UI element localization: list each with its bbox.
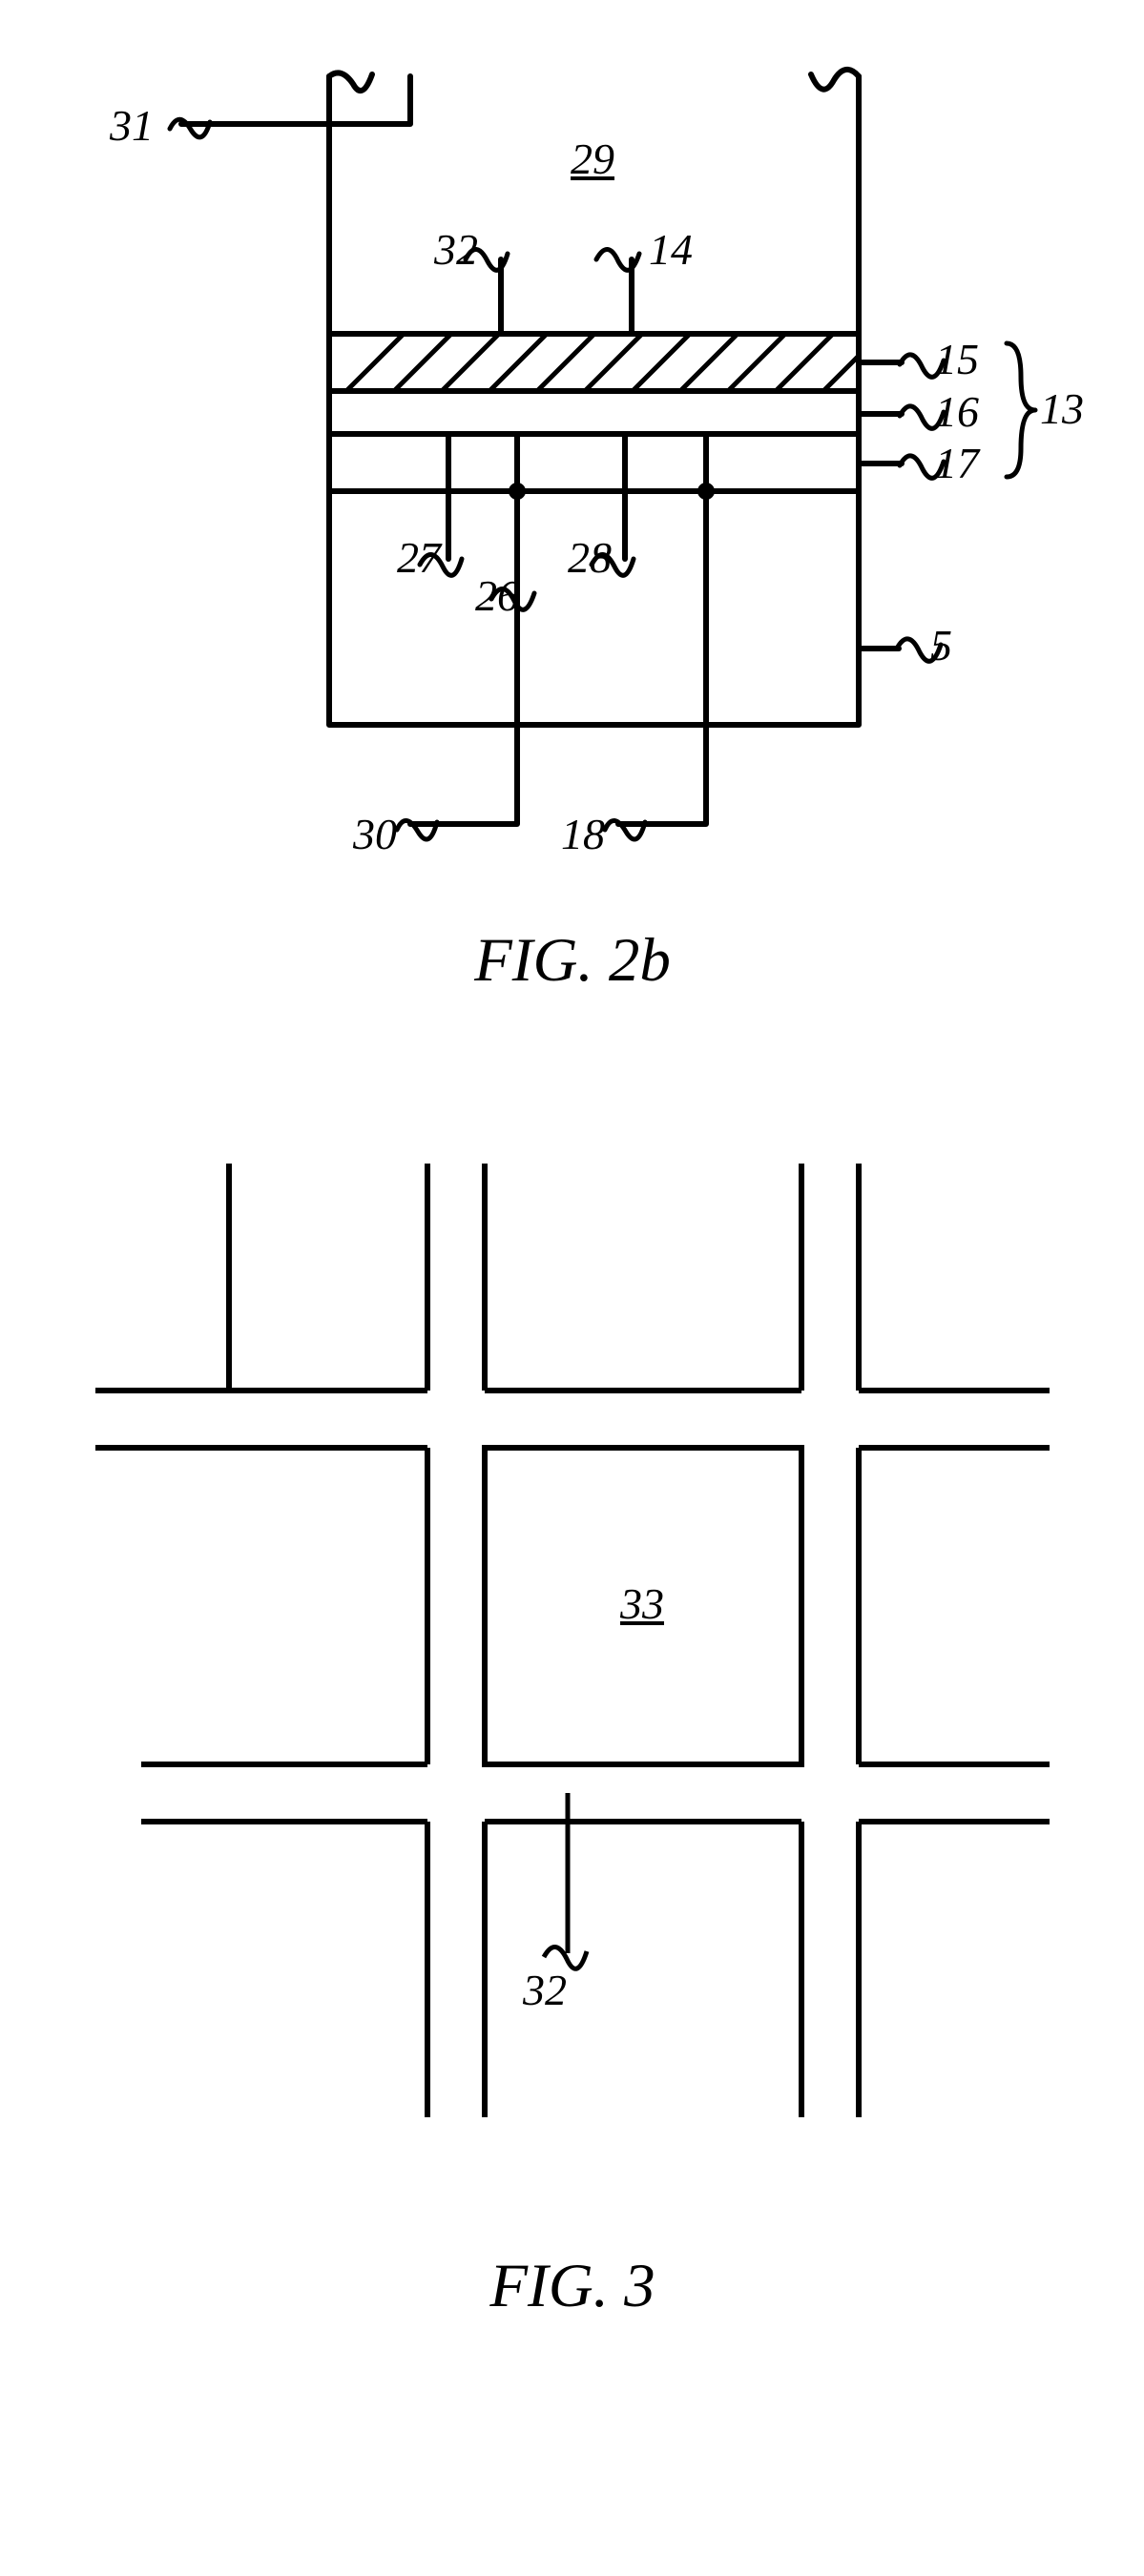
label-29: 29 <box>571 134 614 184</box>
label-33: 33 <box>620 1578 664 1629</box>
label-32-fig3: 32 <box>523 1965 567 2015</box>
fig-2b: 31 29 32 14 15 16 17 13 27 28 26 5 30 18… <box>95 38 1050 1087</box>
label-16: 16 <box>935 386 979 437</box>
label-28: 28 <box>568 532 612 583</box>
label-14: 14 <box>649 224 693 275</box>
label-26: 26 <box>475 570 519 621</box>
label-13: 13 <box>1040 383 1084 434</box>
label-30: 30 <box>353 809 397 859</box>
label-31: 31 <box>110 100 154 151</box>
label-5: 5 <box>930 620 952 670</box>
label-15: 15 <box>935 334 979 384</box>
fig-3-caption: FIG. 3 <box>95 2251 1050 2322</box>
label-18: 18 <box>561 809 605 859</box>
label-32-top: 32 <box>434 224 478 275</box>
fig-3: 33 32 FIG. 3 <box>95 1164 1050 2403</box>
label-27: 27 <box>397 532 441 583</box>
label-17: 17 <box>935 438 979 488</box>
fig-2b-caption: FIG. 2b <box>95 925 1050 997</box>
fig-3-svg <box>95 1164 1050 2403</box>
